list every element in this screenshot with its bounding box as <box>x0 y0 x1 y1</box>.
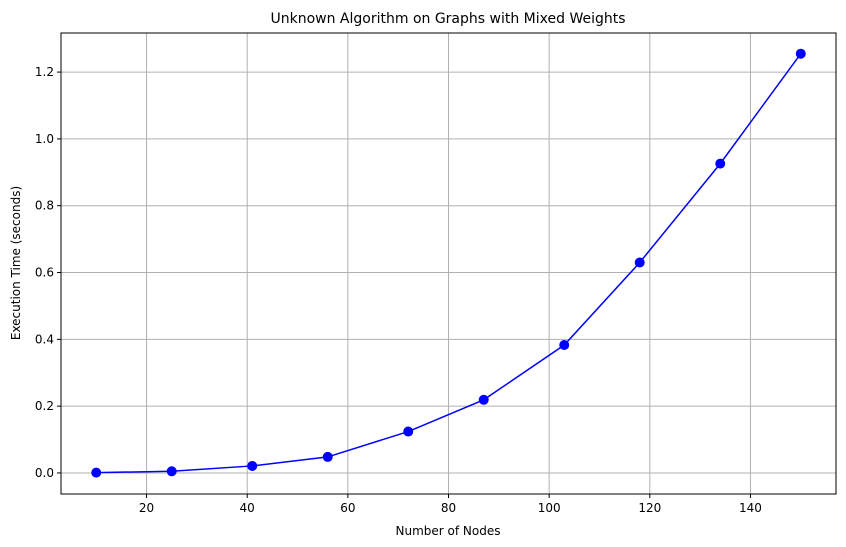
data-point <box>91 467 102 478</box>
y-tick-label: 1.0 <box>35 132 54 146</box>
y-tick-label: 0.8 <box>35 199 54 213</box>
y-tick-label: 1.2 <box>35 65 54 79</box>
x-axis-label: Number of Nodes <box>396 524 501 538</box>
data-point <box>247 460 258 471</box>
data-point <box>795 48 806 59</box>
data-point <box>559 340 570 351</box>
data-point <box>715 158 726 169</box>
x-tick-label: 120 <box>638 501 661 515</box>
y-tick-label: 0.0 <box>35 466 54 480</box>
grid-lines <box>61 33 836 494</box>
chart-title: Unknown Algorithm on Graphs with Mixed W… <box>270 11 625 27</box>
x-tick-label: 40 <box>240 501 255 515</box>
data-point <box>634 257 645 268</box>
data-point <box>478 394 489 405</box>
series-line <box>96 53 802 474</box>
x-tick-label: 60 <box>340 501 355 515</box>
y-axis-ticks: 0.0 0.2 0.4 0.6 0.8 1.0 1.2 <box>35 65 61 480</box>
x-tick-label: 100 <box>538 501 561 515</box>
x-axis-ticks: 20 40 60 80 100 120 140 <box>139 494 762 515</box>
y-tick-label: 0.2 <box>35 399 54 413</box>
series-execution-time <box>91 48 806 478</box>
y-tick-label: 0.4 <box>35 332 54 346</box>
data-point <box>403 426 414 437</box>
x-tick-label: 20 <box>139 501 154 515</box>
data-point <box>166 466 177 477</box>
x-tick-label: 80 <box>441 501 456 515</box>
y-axis-label: Execution Time (seconds) <box>9 186 23 340</box>
x-tick-label: 140 <box>739 501 762 515</box>
y-tick-label: 0.6 <box>35 266 54 280</box>
data-point <box>322 451 333 462</box>
